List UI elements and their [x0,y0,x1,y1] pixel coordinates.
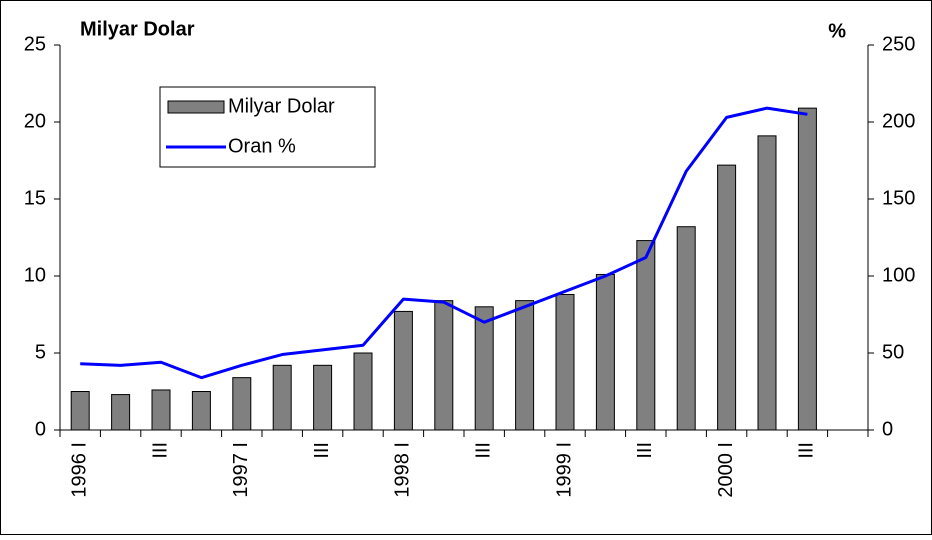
bar [151,389,171,431]
y-tick-label: 10 [24,264,46,286]
y2-tick-label: 250 [882,33,915,55]
bar [191,391,211,431]
x-tick-label: 1999 I [553,442,575,498]
x-tick-label: 1998 I [392,442,414,498]
x-tick-label: 1996 I [68,442,90,498]
bar [111,394,131,431]
bar [676,226,696,431]
x-tick-label: III [149,442,171,459]
legend-label: Milyar Dolar [228,95,335,117]
bar [797,107,817,431]
y2-tick-label: 200 [882,110,915,132]
bar [595,273,615,431]
legend-swatch [167,100,225,114]
bar [353,352,373,431]
legend [159,86,376,168]
x-tick-label: III [634,442,656,459]
x-tick-label: III [472,442,494,459]
y-axis-title: Milyar Dolar [80,18,195,40]
y2-tick-label: 100 [882,264,915,286]
y-tick-label: 0 [35,418,46,440]
y2-axis-title: % [828,20,846,42]
bar [232,377,252,431]
y2-tick-label: 0 [882,418,893,440]
bar [717,164,737,431]
bar [636,240,656,431]
x-tick-label: 2000 I [715,442,737,498]
bar [393,310,413,431]
legend-label: Oran % [228,135,296,157]
bar [70,391,90,431]
bar [757,135,777,431]
x-tick-label: 1997 I [230,442,252,498]
bar [555,293,575,431]
y-tick-label: 20 [24,110,46,132]
bar [272,364,292,431]
y2-tick-label: 150 [882,187,915,209]
bar [515,300,535,431]
bar [474,306,494,431]
line [80,106,808,380]
x-tick-label: III [311,442,333,459]
bar [434,300,454,431]
x-tick-label: III [796,442,818,459]
y-tick-label: 5 [35,341,46,363]
bar [313,364,333,431]
y2-tick-label: 50 [882,341,904,363]
y-tick-label: 25 [24,33,46,55]
y-tick-label: 15 [24,187,46,209]
